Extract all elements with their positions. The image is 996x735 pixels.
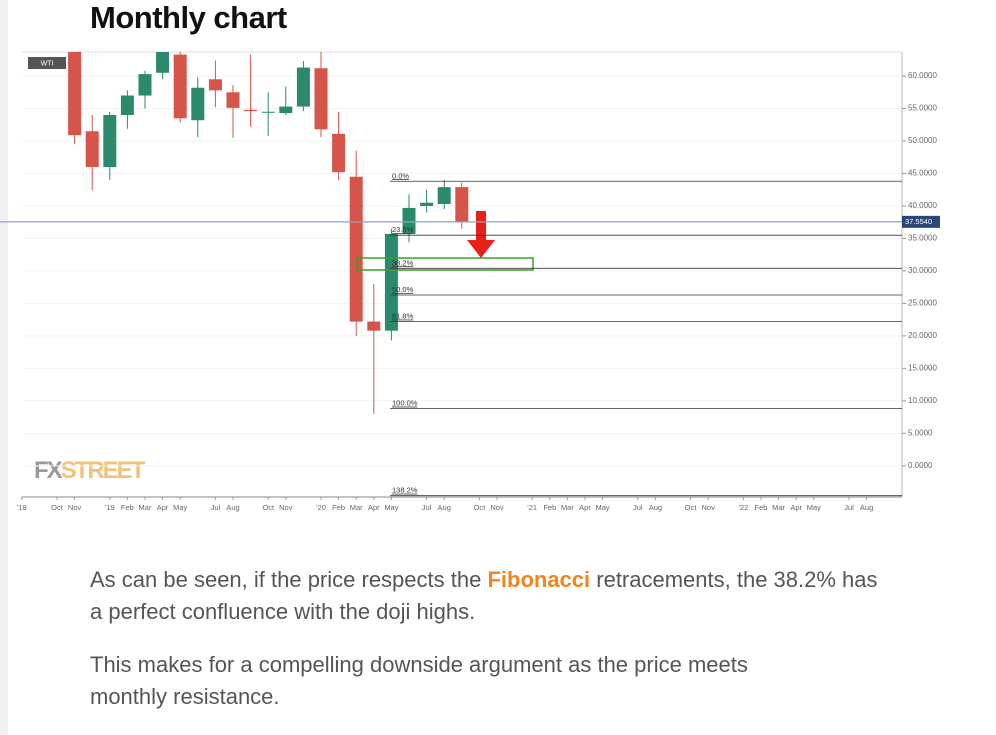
- x-tick-label: Mar: [561, 503, 574, 512]
- y-tick-label: 15.0000: [908, 363, 937, 372]
- watermark-right: STREET: [61, 457, 146, 484]
- x-tick-label: '19: [105, 503, 115, 512]
- candle-body: [349, 176, 363, 322]
- badge: WTI: [41, 60, 54, 67]
- text: This makes for a compelling downside arg…: [90, 652, 748, 709]
- candle-body: [208, 79, 222, 91]
- paragraph: As can be seen, if the price respects th…: [90, 564, 890, 628]
- y-tick-label: 50.0000: [908, 136, 937, 145]
- x-tick-label: Mar: [139, 503, 152, 512]
- x-tick-label: Oct: [474, 503, 487, 512]
- candle-body: [455, 187, 469, 222]
- y-tick-label: 25.0000: [908, 299, 937, 308]
- y-tick-label: 40.0000: [908, 201, 937, 210]
- x-tick-label: Mar: [772, 503, 785, 512]
- fib-label: 50.0%: [392, 285, 414, 294]
- x-tick-label: Oct: [262, 503, 275, 512]
- x-tick-label: Jul: [633, 503, 643, 512]
- candle-body: [332, 133, 346, 173]
- x-tick-label: May: [596, 503, 610, 512]
- fib-label: 23.6%: [392, 225, 414, 234]
- x-tick-label: Feb: [121, 503, 134, 512]
- watermark: FXSTREET: [34, 457, 146, 484]
- fib-label: 100.0%: [392, 399, 418, 408]
- x-tick-label: Nov: [490, 503, 504, 512]
- current-price-label: 37.5540: [905, 217, 932, 226]
- x-tick-label: May: [384, 503, 398, 512]
- fib-label: 61.8%: [392, 312, 414, 321]
- heading: Monthly chart: [90, 0, 287, 35]
- x-tick-label: Feb: [755, 503, 768, 512]
- x-tick-label: Jul: [211, 503, 221, 512]
- x-tick-label: Oct: [685, 503, 698, 512]
- candle-body: [103, 115, 117, 167]
- plot: [22, 52, 902, 467]
- fib-label: 138.2%: [392, 486, 418, 495]
- x-tick-label: Jul: [422, 503, 432, 512]
- x-tick-label: Oct: [51, 503, 64, 512]
- paragraph: This makes for a compelling downside arg…: [90, 649, 830, 713]
- candle-body: [244, 109, 258, 112]
- candle-body: [226, 92, 240, 108]
- y-tick-label: 45.0000: [908, 169, 937, 178]
- x-tick-label: May: [173, 503, 187, 512]
- fib-label: 0.0%: [392, 171, 409, 180]
- x-tick-label: Aug: [438, 503, 451, 512]
- link[interactable]: Fibonacci: [487, 567, 591, 592]
- x-tick-label: '18: [17, 503, 27, 512]
- chart: WTI FXSTREET 60.0000 55.0000 50.0000 45.000…: [0, 51, 940, 512]
- y-tick-label: 0.0000: [908, 461, 933, 470]
- candle-body: [138, 74, 152, 96]
- y-tick-label: 30.0000: [908, 266, 937, 275]
- x-tick-label: Jul: [844, 503, 854, 512]
- x-tick-label: Nov: [702, 503, 716, 512]
- candle-body: [420, 202, 434, 206]
- text: As can be seen, if the price respects th…: [90, 567, 488, 592]
- down-arrow: [467, 211, 495, 258]
- fib-label: 38.2%: [392, 258, 414, 267]
- badge-box: [28, 57, 66, 69]
- candle-body: [120, 95, 134, 116]
- x-tick-label: '21: [527, 503, 537, 512]
- x-tick-label: Apr: [790, 503, 802, 512]
- highlight-box: [356, 257, 534, 271]
- x-tick-label: Aug: [860, 503, 873, 512]
- candle-body: [68, 52, 82, 136]
- x-tick-label: Apr: [157, 503, 169, 512]
- x-tick-label: Apr: [368, 503, 380, 512]
- x-tick-label: Feb: [332, 503, 345, 512]
- x-tick-label: Feb: [543, 503, 556, 512]
- x-tick-label: Mar: [350, 503, 363, 512]
- candle-body: [173, 54, 187, 119]
- x-tick-label: Nov: [68, 503, 82, 512]
- y-tick-label: 5.0000: [908, 428, 933, 437]
- y-tick-label: 60.0000: [908, 71, 937, 80]
- x-tick-label: May: [807, 503, 821, 512]
- watermark-left: FX: [34, 457, 63, 484]
- x-tick-label: Nov: [279, 503, 293, 512]
- y-tick-label: 55.0000: [908, 104, 937, 113]
- candle-body: [314, 68, 328, 130]
- candle-body: [261, 111, 275, 113]
- candle-body: [296, 67, 310, 107]
- x-tick-label: Aug: [649, 503, 662, 512]
- current-price-box: [902, 215, 940, 228]
- candle-body: [279, 106, 293, 114]
- candle-body: [437, 187, 451, 205]
- candle-body: [367, 321, 381, 331]
- x-tick-label: '22: [739, 503, 749, 512]
- y-tick-label: 20.0000: [908, 331, 937, 340]
- candle-body: [85, 131, 99, 167]
- y-tick-label: 35.0000: [908, 234, 937, 243]
- text: retracements, the 38.2% has a perfect co…: [90, 567, 878, 624]
- candle-body: [156, 52, 170, 73]
- x-tick-label: '20: [316, 503, 326, 512]
- x-tick-label: Apr: [579, 503, 591, 512]
- candle-body: [402, 207, 416, 234]
- x-tick-label: Aug: [226, 503, 239, 512]
- side-strip: [0, 0, 8, 735]
- y-tick-label: 10.0000: [908, 396, 937, 405]
- candle-body: [191, 87, 205, 121]
